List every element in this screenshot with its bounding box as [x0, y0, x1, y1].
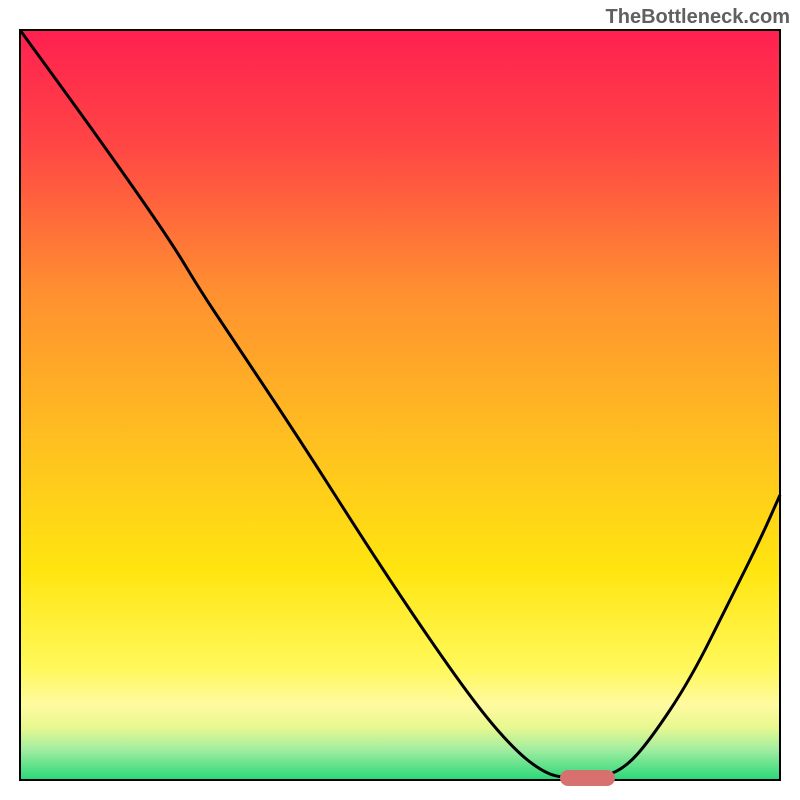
plot-background — [20, 30, 780, 780]
bottleneck-chart — [0, 0, 800, 800]
watermark-text: TheBottleneck.com — [606, 6, 790, 29]
optimal-marker — [560, 770, 615, 786]
